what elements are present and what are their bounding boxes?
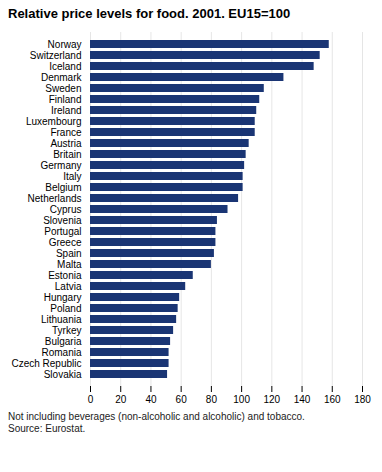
svg-text:Greece: Greece bbox=[49, 236, 82, 247]
svg-text:Latvia: Latvia bbox=[55, 280, 82, 291]
svg-text:Britain: Britain bbox=[53, 148, 81, 159]
svg-text:Slovenia: Slovenia bbox=[43, 214, 82, 225]
svg-text:0: 0 bbox=[88, 393, 94, 404]
svg-text:France: France bbox=[50, 126, 82, 137]
svg-text:Estonia: Estonia bbox=[48, 269, 82, 280]
html-text:Not including beverages (non-a: Not including beverages (non-alcoholic a… bbox=[8, 410, 305, 435]
svg-text:60: 60 bbox=[176, 393, 188, 404]
svg-text:180: 180 bbox=[354, 393, 371, 404]
svg-text:Slovakia: Slovakia bbox=[44, 368, 82, 379]
svg-text:Portugal: Portugal bbox=[44, 225, 81, 236]
svg-text:Iceland: Iceland bbox=[49, 60, 81, 71]
svg-text:160: 160 bbox=[324, 393, 341, 404]
html-text:Relative price levels for food: Relative price levels for food. 2001. EU… bbox=[8, 6, 291, 21]
svg-text:Malta: Malta bbox=[57, 258, 82, 269]
svg-text:Cyprus: Cyprus bbox=[50, 203, 82, 214]
svg-text:Austria: Austria bbox=[50, 137, 82, 148]
svg-text:Germany: Germany bbox=[40, 159, 81, 170]
svg-text:Switzerland: Switzerland bbox=[30, 49, 82, 60]
svg-text:Belgium: Belgium bbox=[45, 181, 81, 192]
svg-text:Czech Republic: Czech Republic bbox=[11, 357, 81, 368]
svg-text:80: 80 bbox=[206, 393, 218, 404]
svg-text:Norway: Norway bbox=[48, 38, 82, 49]
svg-text:140: 140 bbox=[294, 393, 311, 404]
svg-text:Romania: Romania bbox=[41, 346, 81, 357]
svg-text:Luxembourg: Luxembourg bbox=[26, 115, 82, 126]
svg-text:Italy: Italy bbox=[63, 170, 81, 181]
svg-text:Denmark: Denmark bbox=[41, 71, 83, 82]
svg-text:40: 40 bbox=[145, 393, 157, 404]
svg-text:20: 20 bbox=[115, 393, 127, 404]
svg-text:120: 120 bbox=[263, 393, 280, 404]
svg-text:Netherlands: Netherlands bbox=[28, 192, 82, 203]
svg-text:Finland: Finland bbox=[49, 93, 82, 104]
svg-text:Hungary: Hungary bbox=[44, 291, 82, 302]
svg-text:Ireland: Ireland bbox=[51, 104, 82, 115]
svg-text:Lithuania: Lithuania bbox=[41, 313, 82, 324]
svg-text:Sweden: Sweden bbox=[45, 82, 81, 93]
svg-text:Spain: Spain bbox=[56, 247, 82, 258]
svg-text:Tyrkey: Tyrkey bbox=[52, 324, 81, 335]
svg-text:100: 100 bbox=[233, 393, 250, 404]
svg-text:Poland: Poland bbox=[50, 302, 81, 313]
svg-text:Bulgaria: Bulgaria bbox=[45, 335, 82, 346]
